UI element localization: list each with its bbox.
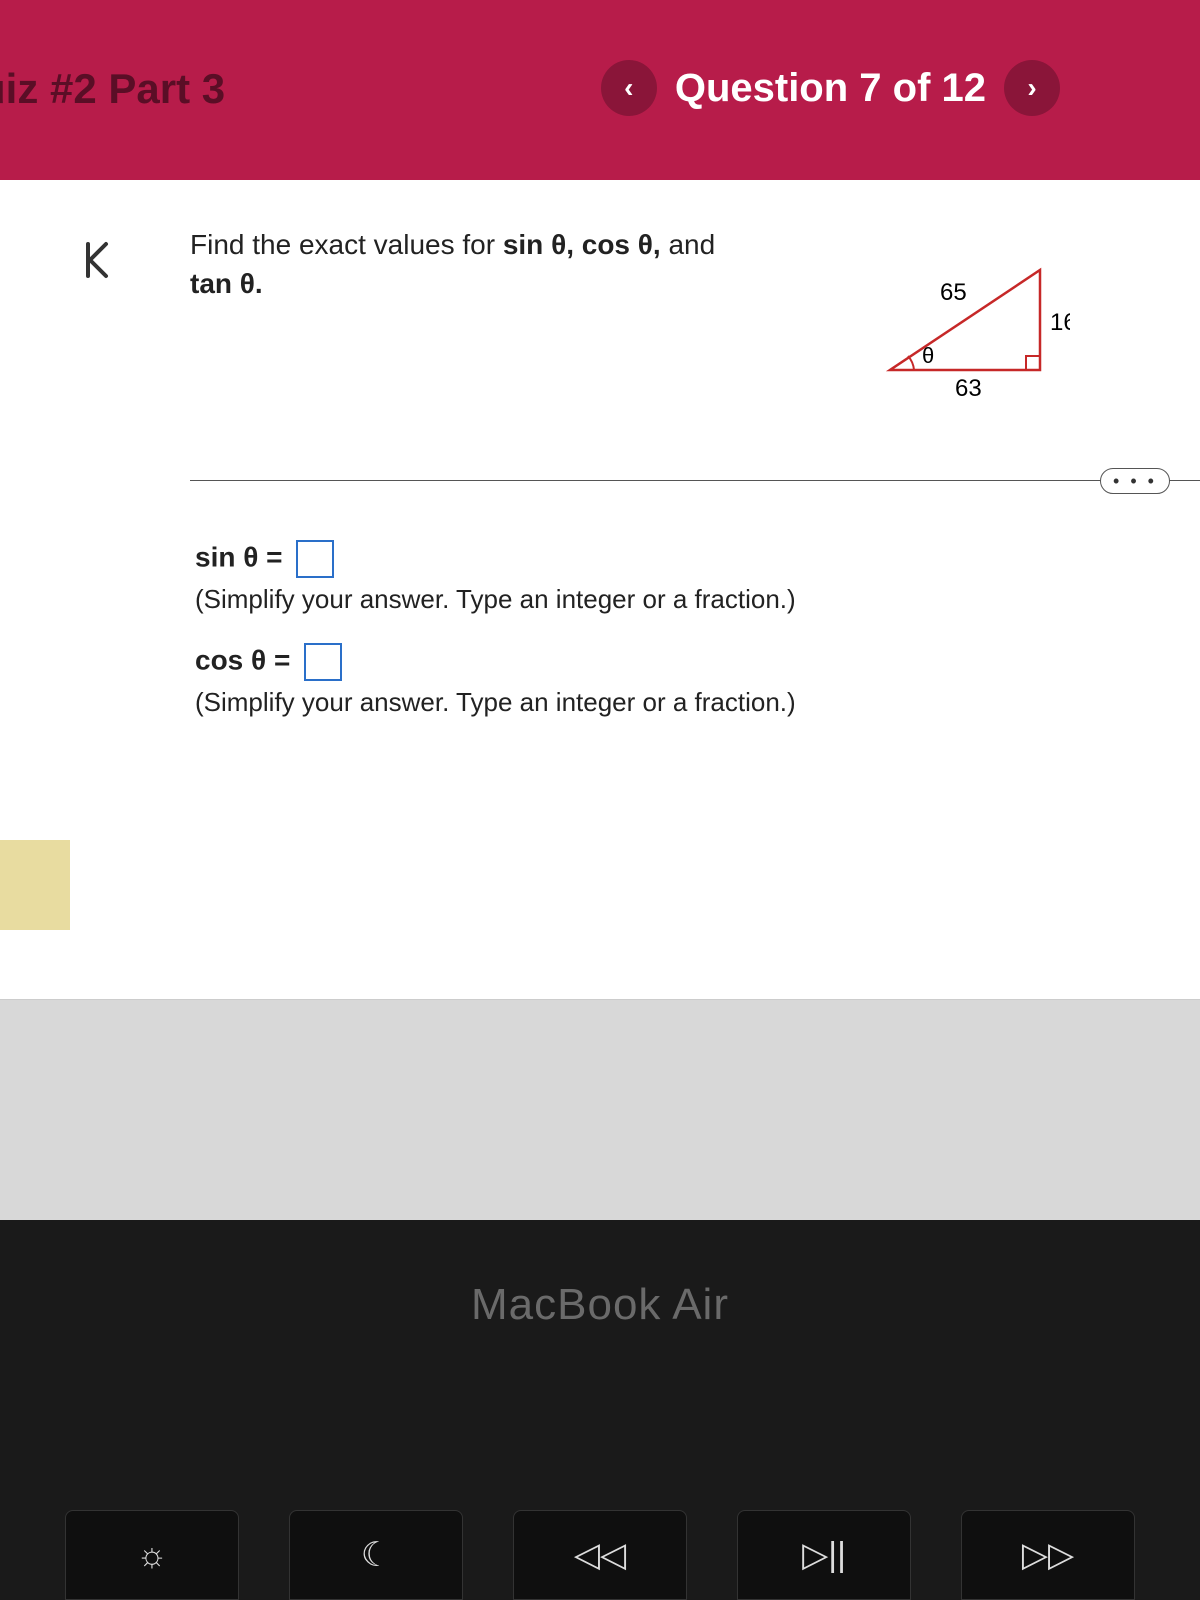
answer-section: sin θ = (Simplify your answer. Type an i… xyxy=(195,540,796,746)
chevron-right-icon: › xyxy=(1027,72,1036,104)
next-question-button[interactable]: › xyxy=(1004,60,1060,116)
rewind-key[interactable]: ◁◁ xyxy=(513,1510,687,1600)
triangle-diagram: 65 16 63 θ xyxy=(870,240,1070,400)
cos-input[interactable] xyxy=(304,643,342,681)
sin-hint: (Simplify your answer. Type an integer o… xyxy=(195,584,796,615)
theta-label: θ xyxy=(922,343,934,368)
question-counter: Question 7 of 12 xyxy=(675,66,986,111)
sin-label: sin θ = xyxy=(195,541,283,572)
more-options-button[interactable]: • • • xyxy=(1100,468,1170,494)
page-bottom-spacer xyxy=(0,1000,1200,1220)
back-button[interactable] xyxy=(70,230,130,290)
dnd-key[interactable]: ☾ xyxy=(289,1510,463,1600)
adjacent-label: 63 xyxy=(955,375,982,400)
forward-icon: ▷▷ xyxy=(1022,1535,1074,1575)
brightness-key[interactable]: ☼ xyxy=(65,1510,239,1600)
prompt-and: and xyxy=(661,229,716,260)
prev-question-button[interactable]: ‹ xyxy=(601,60,657,116)
prompt-funcs: sin θ, cos θ, xyxy=(503,229,661,260)
play-pause-key[interactable]: ▷|| xyxy=(737,1510,911,1600)
quiz-title: uiz #2 Part 3 xyxy=(0,65,225,113)
angle-arc xyxy=(908,356,914,370)
moon-icon: ☾ xyxy=(361,1535,391,1575)
back-arrow-icon xyxy=(76,236,124,284)
chevron-left-icon: ‹ xyxy=(624,72,633,104)
screen-area: uiz #2 Part 3 ‹ Question 7 of 12 › Find … xyxy=(0,0,1200,1220)
question-content: Find the exact values for sin θ, cos θ, … xyxy=(0,180,1200,1000)
sidebar-highlight xyxy=(0,840,70,930)
prompt-tan: tan θ. xyxy=(190,268,263,299)
question-nav: ‹ Question 7 of 12 › xyxy=(601,60,1060,116)
keyboard-row: ☼ ☾ ◁◁ ▷|| ▷▷ xyxy=(0,1480,1200,1600)
brightness-icon: ☼ xyxy=(136,1536,167,1575)
forward-key[interactable]: ▷▷ xyxy=(961,1510,1135,1600)
prompt-text: Find the exact values for xyxy=(190,229,503,260)
play-pause-icon: ▷|| xyxy=(802,1535,846,1575)
ellipsis-icon: • • • xyxy=(1113,471,1157,492)
hypotenuse-label: 65 xyxy=(940,279,967,306)
sin-answer-row: sin θ = xyxy=(195,540,796,578)
cos-answer-row: cos θ = xyxy=(195,643,796,681)
section-divider xyxy=(190,480,1200,481)
cos-label: cos θ = xyxy=(195,644,290,675)
quiz-header: uiz #2 Part 3 ‹ Question 7 of 12 › xyxy=(0,0,1200,180)
question-prompt: Find the exact values for sin θ, cos θ, … xyxy=(190,225,715,303)
opposite-label: 16 xyxy=(1050,309,1070,336)
right-angle-icon xyxy=(1026,356,1040,370)
laptop-brand-label: MacBook Air xyxy=(0,1280,1200,1330)
rewind-icon: ◁◁ xyxy=(574,1535,626,1575)
sin-input[interactable] xyxy=(296,540,334,578)
cos-hint: (Simplify your answer. Type an integer o… xyxy=(195,687,796,718)
